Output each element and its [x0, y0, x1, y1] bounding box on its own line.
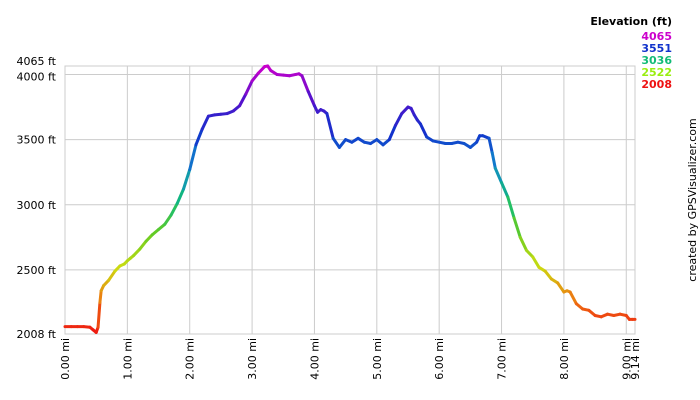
profile-segment [194, 127, 204, 147]
y-tick-label: 2500 ft [17, 264, 57, 277]
x-tick-label: 0.00 mi [59, 338, 72, 380]
profile-segment [200, 114, 210, 131]
elevation-profile [63, 64, 637, 334]
y-tick-label: 3500 ft [17, 134, 57, 147]
profile-segment [175, 187, 185, 205]
profile-segment [418, 122, 429, 139]
y-tick-label: 3000 ft [17, 199, 57, 212]
profile-segment [487, 136, 494, 155]
credit-text: created by GPSVisualizer.com [686, 118, 699, 281]
x-tick-label: 9.00 mi [620, 338, 633, 380]
profile-segment [524, 248, 535, 259]
profile-segment [169, 201, 179, 217]
profile-segment [306, 89, 316, 108]
profile-segment [518, 235, 528, 252]
profile-segment [500, 181, 510, 199]
legend-entry: 2008 [641, 78, 672, 91]
x-tick-label: 5.00 mi [371, 338, 384, 380]
x-axis-labels: 0.00 mi 1.00 mi 2.00 mi 3.00 mi 4.00 mi 5.00 … [59, 338, 642, 380]
profile-segment [250, 71, 260, 83]
x-tick-label: 8.00 mi [558, 338, 571, 380]
profile-segment [96, 300, 102, 329]
profile-segment [568, 290, 578, 306]
profile-segment [144, 233, 154, 243]
legend-title: Elevation (ft) [590, 15, 672, 28]
legend-entry: 3036 [641, 54, 672, 67]
profile-segment [331, 136, 341, 149]
x-tick-label: 1.00 mi [121, 338, 134, 380]
profile-segment [325, 112, 335, 140]
legend-entry: 4065 [641, 30, 672, 43]
profile-segment [506, 195, 516, 220]
y-tick-label: 2008 ft [17, 328, 57, 341]
profile-segment [493, 166, 504, 185]
x-tick-label: 6.00 mi [433, 338, 446, 380]
y-axis-labels: 2008 ft 2500 ft 3000 ft 3500 ft 4000 ft 4065 … [17, 55, 57, 341]
profile-segment [98, 289, 103, 304]
y-gridlines [65, 65, 635, 335]
profile-segment [138, 239, 148, 251]
profile-segment [300, 74, 310, 93]
x-tick-label: 3.00 mi [246, 338, 259, 380]
y-tick-label: 4065 ft [17, 55, 57, 68]
profile-segment [181, 168, 192, 191]
profile-segment [337, 138, 348, 149]
profile-segment [238, 92, 248, 108]
legend-entry: 2522 [641, 66, 672, 79]
profile-segment [163, 213, 173, 226]
x-tick-label: 9.14 mi [629, 338, 642, 380]
profile-segment [387, 123, 398, 142]
x-tick-label: 4.00 mi [308, 338, 321, 380]
legend-entry: 3551 [641, 42, 672, 55]
profile-segment [543, 269, 553, 281]
profile-segment [132, 247, 142, 258]
profile-segment [512, 216, 522, 239]
profile-segment [556, 281, 566, 294]
profile-segment [394, 112, 404, 127]
profile-segment [531, 255, 541, 269]
x-tick-label: 2.00 mi [184, 338, 197, 380]
plot-area [64, 65, 636, 335]
y-tick-label: 4000 ft [17, 70, 57, 83]
profile-segment [256, 65, 267, 75]
profile-segment [107, 269, 117, 282]
profile-segment [244, 79, 254, 96]
x-tick-label: 7.00 mi [496, 338, 509, 380]
profile-segment [188, 143, 198, 172]
x-gridlines [64, 66, 636, 334]
profile-segment [490, 151, 497, 170]
profile-segment [400, 105, 410, 116]
